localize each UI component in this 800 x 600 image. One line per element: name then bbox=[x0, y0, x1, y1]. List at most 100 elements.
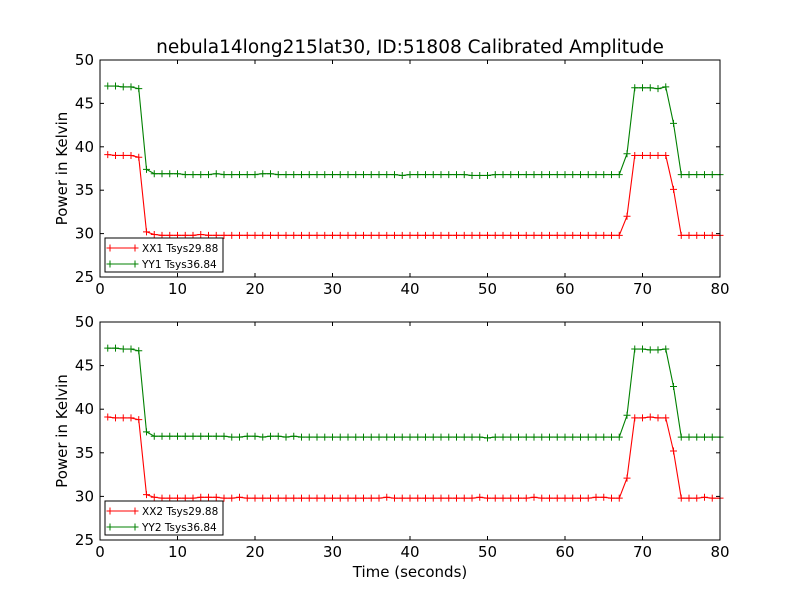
data-point-marker bbox=[406, 494, 414, 502]
y-tick-label: 50 bbox=[75, 313, 94, 331]
data-point-marker bbox=[112, 344, 119, 352]
data-point-marker bbox=[429, 433, 437, 441]
data-point-marker bbox=[708, 231, 716, 239]
data-point-marker bbox=[414, 433, 422, 441]
data-point-marker bbox=[383, 433, 391, 441]
legend-marker bbox=[131, 507, 139, 515]
data-point-marker bbox=[615, 433, 623, 441]
data-point-marker bbox=[174, 432, 181, 440]
data-point-marker bbox=[422, 494, 429, 502]
data-point-marker bbox=[569, 231, 577, 239]
data-point-marker bbox=[631, 345, 639, 353]
data-point-marker bbox=[631, 84, 639, 92]
data-point-marker bbox=[584, 494, 592, 502]
legend-marker bbox=[106, 260, 114, 268]
data-point-marker bbox=[538, 433, 546, 441]
legend-box bbox=[104, 237, 224, 273]
data-point-marker bbox=[569, 494, 577, 502]
legend: XX1 Tsys29.88 YY1 Tsys36.84 bbox=[104, 237, 224, 273]
data-point-marker bbox=[429, 494, 437, 502]
data-point-marker bbox=[491, 494, 499, 502]
data-point-marker bbox=[685, 494, 693, 502]
data-point-marker bbox=[391, 231, 398, 239]
data-point-marker bbox=[290, 231, 298, 239]
x-tick-label: 40 bbox=[400, 280, 419, 298]
data-point-marker bbox=[336, 494, 344, 502]
data-point-marker bbox=[127, 151, 135, 159]
data-point-marker bbox=[654, 151, 662, 159]
data-point-marker bbox=[453, 171, 460, 179]
data-point-marker bbox=[639, 414, 646, 422]
data-point-marker bbox=[197, 493, 205, 501]
data-point-marker bbox=[414, 171, 422, 179]
data-point-marker bbox=[259, 170, 267, 178]
data-point-marker bbox=[352, 494, 360, 502]
plot-panel-2: 0 10 20 30 40 50 60 70 80 25 30 35 40 45 50 Power in Ke… bbox=[53, 313, 730, 581]
data-point-marker bbox=[553, 171, 561, 179]
data-point-marker bbox=[685, 433, 693, 441]
data-point-marker bbox=[646, 151, 654, 159]
data-point-marker bbox=[685, 171, 693, 179]
data-point-marker bbox=[119, 151, 127, 159]
data-point-marker bbox=[546, 433, 553, 441]
data-point-marker bbox=[274, 231, 282, 239]
data-point-marker bbox=[189, 432, 197, 440]
x-tick-label: 30 bbox=[323, 280, 342, 298]
data-point-marker bbox=[530, 231, 538, 239]
data-point-marker bbox=[600, 493, 608, 501]
data-point-marker bbox=[344, 433, 352, 441]
data-point-marker bbox=[127, 83, 135, 91]
data-point-marker bbox=[693, 433, 701, 441]
data-point-marker bbox=[476, 171, 484, 179]
legend-label: YY2 Tsys36.84 bbox=[141, 522, 217, 534]
data-point-marker bbox=[491, 171, 499, 179]
y-tick-label: 45 bbox=[75, 94, 94, 112]
data-point-marker bbox=[391, 171, 398, 179]
data-point-marker bbox=[484, 434, 491, 442]
data-point-marker bbox=[468, 231, 476, 239]
data-point-marker bbox=[538, 171, 546, 179]
data-point-marker bbox=[158, 494, 166, 502]
data-point-marker bbox=[491, 433, 499, 441]
y-tick-label: 35 bbox=[75, 181, 94, 199]
data-point-marker bbox=[367, 171, 375, 179]
data-point-marker bbox=[422, 231, 429, 239]
data-point-marker bbox=[608, 433, 615, 441]
data-point-marker bbox=[220, 432, 228, 440]
data-point-marker bbox=[391, 494, 398, 502]
data-point-marker bbox=[437, 171, 445, 179]
data-point-marker bbox=[677, 433, 685, 441]
data-point-marker bbox=[189, 171, 197, 179]
data-point-marker bbox=[298, 433, 305, 441]
data-point-marker bbox=[282, 231, 290, 239]
legend-box bbox=[104, 500, 224, 536]
data-point-marker bbox=[561, 433, 569, 441]
data-point-marker bbox=[398, 231, 406, 239]
data-point-marker bbox=[507, 231, 515, 239]
data-point-marker bbox=[112, 151, 119, 159]
data-point-marker bbox=[693, 171, 701, 179]
legend-entry-2: YY1 Tsys36.84 bbox=[106, 259, 217, 271]
data-point-marker bbox=[600, 171, 608, 179]
data-point-marker bbox=[290, 171, 298, 179]
data-point-marker bbox=[228, 494, 236, 502]
x-tick-label: 60 bbox=[555, 280, 574, 298]
data-point-marker bbox=[584, 433, 592, 441]
data-point-marker bbox=[546, 494, 553, 502]
data-point-marker bbox=[561, 231, 569, 239]
data-point-marker bbox=[522, 231, 530, 239]
data-point-marker bbox=[375, 171, 383, 179]
data-point-marker bbox=[453, 433, 460, 441]
data-point-marker bbox=[662, 345, 670, 353]
series-1 bbox=[104, 413, 724, 502]
x-tick-label: 80 bbox=[710, 543, 729, 561]
data-point-marker bbox=[553, 433, 561, 441]
data-point-marker bbox=[615, 494, 623, 502]
data-point-marker bbox=[584, 231, 592, 239]
data-point-marker bbox=[119, 414, 127, 422]
x-tick-label: 50 bbox=[478, 543, 497, 561]
data-point-marker bbox=[670, 383, 677, 391]
data-point-marker bbox=[104, 82, 112, 90]
data-point-marker bbox=[321, 494, 329, 502]
